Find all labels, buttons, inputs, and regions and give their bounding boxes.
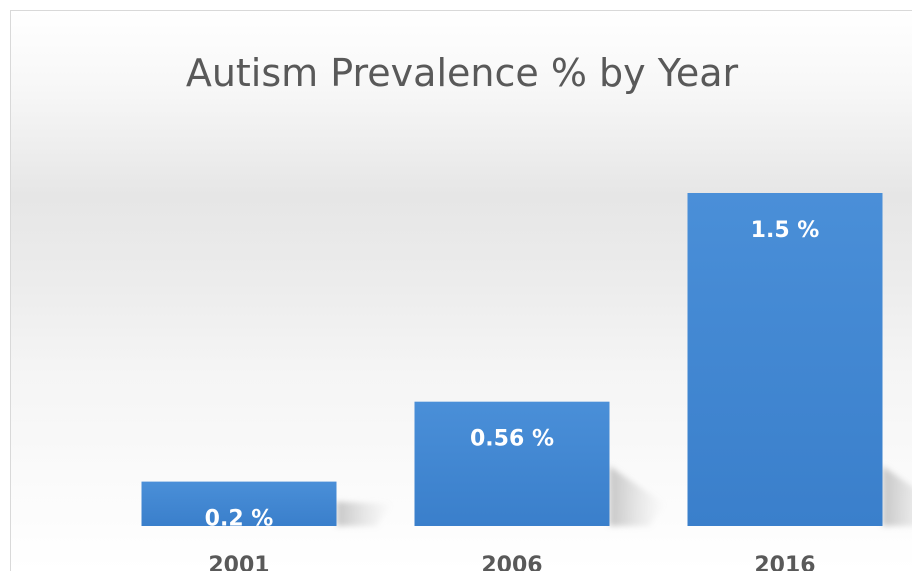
chart-title: Autism Prevalence % by Year xyxy=(185,51,739,95)
bar-2016 xyxy=(687,193,883,526)
bar-shadow xyxy=(882,466,912,526)
x-tick-label: 2016 xyxy=(754,553,815,571)
bar-2006 xyxy=(414,401,610,526)
data-label: 0.56 % xyxy=(470,427,554,452)
data-label: 1.5 % xyxy=(751,218,820,243)
data-label: 0.2 % xyxy=(205,507,274,532)
bar-shadow xyxy=(336,501,392,526)
bar-plot: 0.2 % 0.56 % 1.5 % 2001 2006 2016 xyxy=(141,193,912,571)
x-tick-label: 2006 xyxy=(481,553,542,571)
x-tick-label: 2001 xyxy=(208,553,269,571)
bar-shadow xyxy=(609,466,665,526)
chart-area: Autism Prevalence % by Year 0.2 % 0.56 % 1… xyxy=(10,10,912,571)
bar-2001 xyxy=(141,481,337,526)
